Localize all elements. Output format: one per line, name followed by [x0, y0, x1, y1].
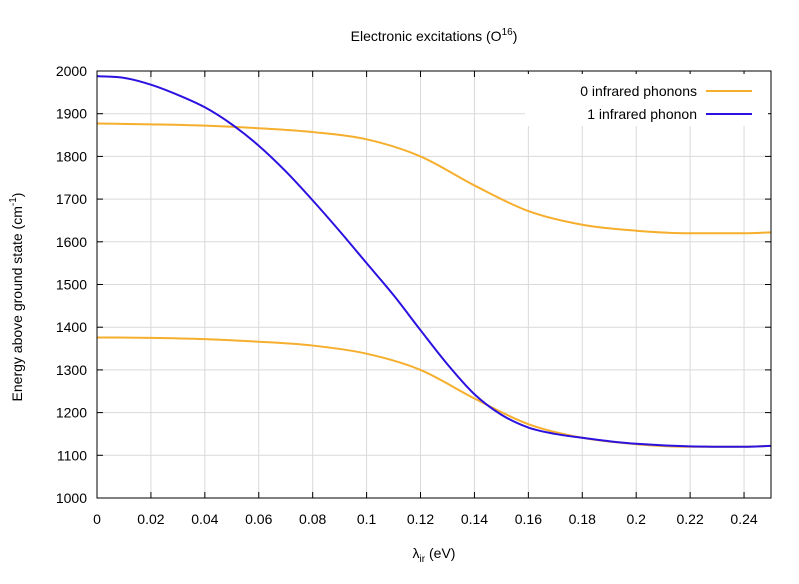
legend: 0 infrared phonons 1 infrared phonon — [525, 74, 768, 126]
x-tick-label: 0 — [93, 511, 101, 527]
series-line-1-0 — [96, 75, 772, 448]
chart-title: Electronic excitations (O16) — [351, 27, 518, 44]
y-tick-label: 1000 — [56, 490, 87, 506]
y-tick-label: 1900 — [56, 106, 87, 122]
x-axis-label: λir (eV) — [413, 545, 456, 565]
data-lines — [96, 75, 772, 448]
y-tick-label: 1300 — [56, 362, 87, 378]
x-axis-label-subscript: ir — [420, 554, 426, 565]
y-tick-label: 1200 — [56, 405, 87, 421]
legend-background — [525, 74, 768, 126]
series-line-0-1 — [96, 336, 772, 448]
x-tick-label: 0.22 — [676, 511, 703, 527]
y-tick-label: 1600 — [56, 234, 87, 250]
x-tick-label: 0.24 — [730, 511, 757, 527]
y-axis-label: Energy above ground state (cm-1) — [8, 193, 25, 402]
series-line-0-0 — [96, 122, 772, 235]
grid — [97, 71, 771, 498]
x-tick-label: 0.1 — [357, 511, 377, 527]
x-tick-label: 0.2 — [626, 511, 646, 527]
x-tick-label: 0.16 — [515, 511, 542, 527]
x-tick-label: 0.02 — [137, 511, 164, 527]
x-tick-label: 0.12 — [407, 511, 434, 527]
x-tick-label: 0.04 — [191, 511, 218, 527]
x-tick-label: 0.18 — [569, 511, 596, 527]
chart-title-superscript: 16 — [502, 27, 514, 38]
legend-label: 0 infrared phonons — [580, 83, 697, 99]
legend-label: 1 infrared phonon — [587, 106, 697, 122]
y-tick-label: 1400 — [56, 319, 87, 335]
y-tick-label: 2000 — [56, 63, 87, 79]
axis-ticks: 0 0.02 0.04 0.06 0.08 0.1 0.12 0.14 0.16 0.18 0.2 0… — [56, 63, 771, 527]
y-tick-label: 1700 — [56, 191, 87, 207]
y-tick-label: 1100 — [57, 447, 87, 463]
y-tick-label: 1800 — [56, 148, 87, 164]
x-tick-label: 0.08 — [299, 511, 326, 527]
y-axis-label-superscript: -1 — [8, 197, 19, 206]
x-tick-label: 0.14 — [461, 511, 488, 527]
x-tick-label: 0.06 — [245, 511, 272, 527]
y-tick-label: 1500 — [56, 277, 87, 293]
